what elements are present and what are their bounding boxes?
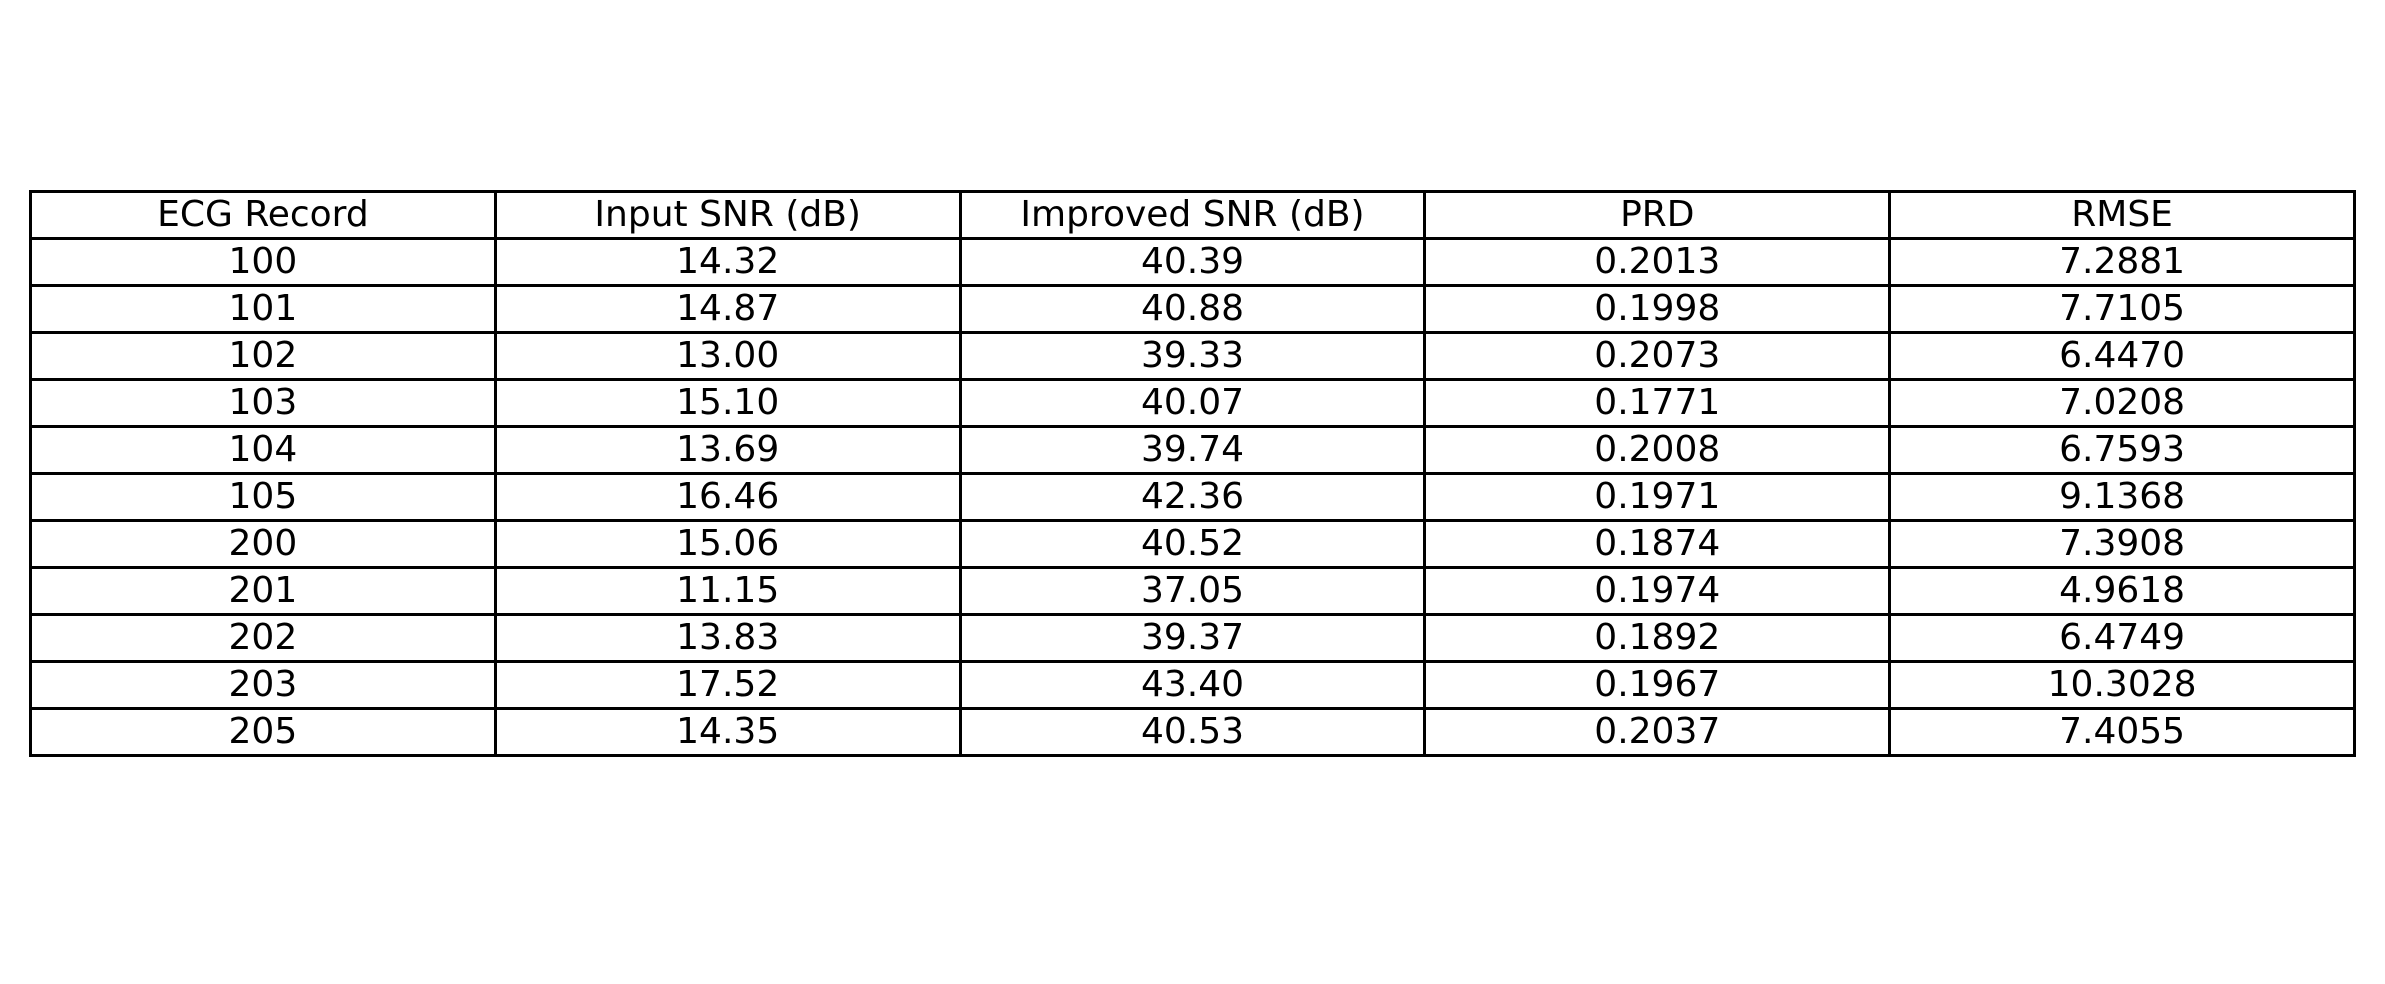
table-row: 200 15.06 40.52 0.1874 7.3908 — [29, 519, 2356, 569]
cell-prd: 0.2037 — [1423, 707, 1892, 757]
cell-ecg-record: 100 — [29, 237, 497, 287]
cell-ecg-record: 200 — [29, 519, 497, 569]
table-row: 203 17.52 43.40 0.1967 10.3028 — [29, 660, 2356, 710]
cell-improved-snr: 40.52 — [958, 519, 1427, 569]
cell-input-snr: 17.52 — [493, 660, 962, 710]
cell-prd: 0.2013 — [1423, 237, 1892, 287]
cell-rmse: 6.7593 — [1888, 425, 2356, 475]
table-row: 102 13.00 39.33 0.2073 6.4470 — [29, 331, 2356, 381]
cell-rmse: 7.7105 — [1888, 284, 2356, 334]
cell-rmse: 4.9618 — [1888, 566, 2356, 616]
table-row: 105 16.46 42.36 0.1971 9.1368 — [29, 472, 2356, 522]
cell-ecg-record: 102 — [29, 331, 497, 381]
cell-improved-snr: 37.05 — [958, 566, 1427, 616]
cell-improved-snr: 40.39 — [958, 237, 1427, 287]
cell-improved-snr: 43.40 — [958, 660, 1427, 710]
table-body: 100 14.32 40.39 0.2013 7.2881 101 14.87 40.88 0.… — [29, 237, 2356, 757]
cell-prd: 0.1967 — [1423, 660, 1892, 710]
cell-rmse: 6.4470 — [1888, 331, 2356, 381]
cell-ecg-record: 105 — [29, 472, 497, 522]
cell-input-snr: 14.35 — [493, 707, 962, 757]
cell-improved-snr: 39.33 — [958, 331, 1427, 381]
cell-input-snr: 11.15 — [493, 566, 962, 616]
cell-prd: 0.1974 — [1423, 566, 1892, 616]
cell-prd: 0.1971 — [1423, 472, 1892, 522]
cell-ecg-record: 104 — [29, 425, 497, 475]
cell-prd: 0.1771 — [1423, 378, 1892, 428]
cell-input-snr: 13.69 — [493, 425, 962, 475]
cell-ecg-record: 205 — [29, 707, 497, 757]
header-ecg-record: ECG Record — [29, 190, 497, 240]
cell-ecg-record: 202 — [29, 613, 497, 663]
cell-input-snr: 14.87 — [493, 284, 962, 334]
cell-rmse: 10.3028 — [1888, 660, 2356, 710]
cell-improved-snr: 39.37 — [958, 613, 1427, 663]
cell-rmse: 9.1368 — [1888, 472, 2356, 522]
cell-prd: 0.1874 — [1423, 519, 1892, 569]
header-rmse: RMSE — [1888, 190, 2356, 240]
cell-rmse: 7.4055 — [1888, 707, 2356, 757]
cell-input-snr: 16.46 — [493, 472, 962, 522]
cell-prd: 0.2008 — [1423, 425, 1892, 475]
cell-improved-snr: 42.36 — [958, 472, 1427, 522]
cell-rmse: 7.2881 — [1888, 237, 2356, 287]
table-row: 202 13.83 39.37 0.1892 6.4749 — [29, 613, 2356, 663]
cell-input-snr: 15.10 — [493, 378, 962, 428]
cell-input-snr: 13.83 — [493, 613, 962, 663]
cell-improved-snr: 40.88 — [958, 284, 1427, 334]
cell-rmse: 6.4749 — [1888, 613, 2356, 663]
cell-prd: 0.1892 — [1423, 613, 1892, 663]
cell-prd: 0.2073 — [1423, 331, 1892, 381]
table-row: 201 11.15 37.05 0.1974 4.9618 — [29, 566, 2356, 616]
results-table: ECG Record Input SNR (dB) Improved SNR (… — [29, 190, 2356, 757]
cell-rmse: 7.3908 — [1888, 519, 2356, 569]
table-row: 101 14.87 40.88 0.1998 7.7105 — [29, 284, 2356, 334]
cell-input-snr: 13.00 — [493, 331, 962, 381]
cell-improved-snr: 39.74 — [958, 425, 1427, 475]
header-prd: PRD — [1423, 190, 1892, 240]
header-input-snr: Input SNR (dB) — [493, 190, 962, 240]
cell-prd: 0.1998 — [1423, 284, 1892, 334]
cell-ecg-record: 101 — [29, 284, 497, 334]
cell-ecg-record: 203 — [29, 660, 497, 710]
table-row: 103 15.10 40.07 0.1771 7.0208 — [29, 378, 2356, 428]
table-row: 100 14.32 40.39 0.2013 7.2881 — [29, 237, 2356, 287]
cell-rmse: 7.0208 — [1888, 378, 2356, 428]
cell-ecg-record: 201 — [29, 566, 497, 616]
header-improved-snr: Improved SNR (dB) — [958, 190, 1427, 240]
header-row: ECG Record Input SNR (dB) Improved SNR (… — [29, 190, 2356, 240]
table-row: 104 13.69 39.74 0.2008 6.7593 — [29, 425, 2356, 475]
cell-input-snr: 14.32 — [493, 237, 962, 287]
table-row: 205 14.35 40.53 0.2037 7.4055 — [29, 707, 2356, 757]
results-table-container: ECG Record Input SNR (dB) Improved SNR (… — [29, 190, 2356, 757]
cell-input-snr: 15.06 — [493, 519, 962, 569]
cell-ecg-record: 103 — [29, 378, 497, 428]
cell-improved-snr: 40.07 — [958, 378, 1427, 428]
cell-improved-snr: 40.53 — [958, 707, 1427, 757]
